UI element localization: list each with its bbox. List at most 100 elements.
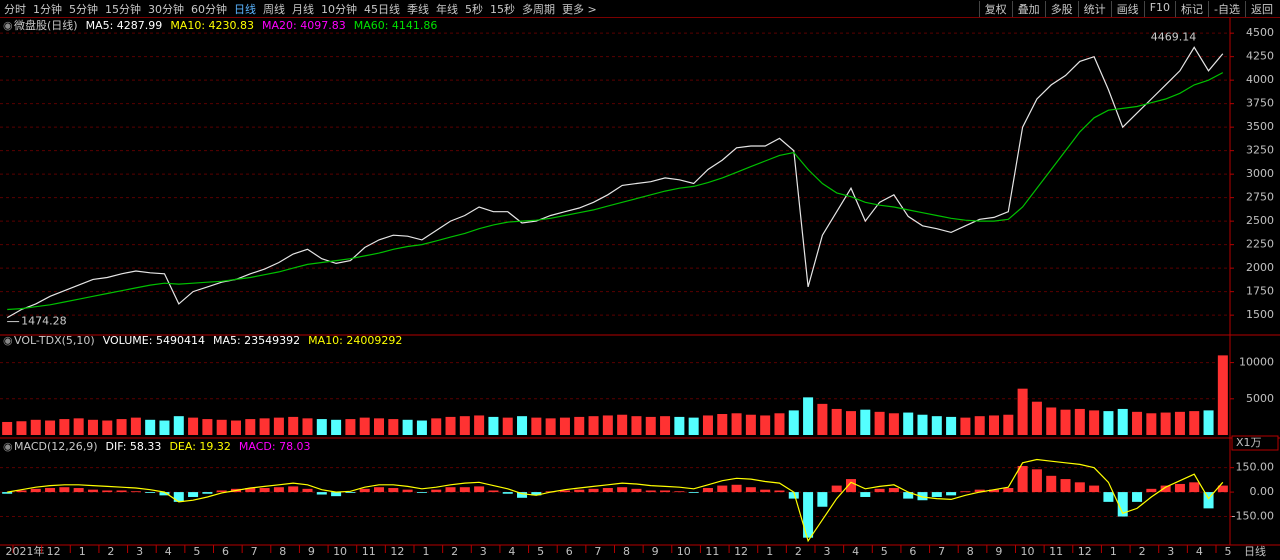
bar xyxy=(860,492,871,497)
bar xyxy=(59,419,70,435)
toolbar-button[interactable]: 45日线 xyxy=(364,3,400,16)
x-tick-label: 8 xyxy=(967,545,974,558)
unit-box xyxy=(1231,435,1279,451)
toolbar-button[interactable]: 1分钟 xyxy=(33,3,62,16)
bar xyxy=(803,397,814,435)
bar xyxy=(1117,492,1128,517)
bar xyxy=(30,488,41,493)
toolbar-button[interactable]: 年线 xyxy=(436,3,458,16)
bar xyxy=(145,492,156,493)
bar xyxy=(874,411,885,435)
toolbar-button[interactable]: 多股 xyxy=(1044,1,1078,17)
bar xyxy=(688,492,699,493)
y-tick-label: 3250 xyxy=(1246,144,1274,157)
x-tick-label: 2 xyxy=(1139,545,1146,558)
toolbar-button[interactable]: -自选 xyxy=(1208,1,1245,17)
bar xyxy=(1117,408,1128,435)
bar xyxy=(817,492,828,507)
tool-buttons: 复权 叠加 多股 统计 画线 F10 标记 -自选 返回 xyxy=(978,1,1278,17)
bar xyxy=(731,484,742,493)
bar xyxy=(788,410,799,435)
x-tick-label: 7 xyxy=(594,545,601,558)
bar xyxy=(488,490,499,493)
bar xyxy=(1074,482,1085,493)
bar xyxy=(559,417,570,435)
legend-item: MA5: 23549392 xyxy=(213,334,300,347)
bar xyxy=(302,488,313,493)
bar xyxy=(502,492,513,494)
toolbar-button[interactable]: 15秒 xyxy=(490,3,515,16)
toolbar-button[interactable]: 季线 xyxy=(407,3,429,16)
bar xyxy=(931,492,942,497)
bar xyxy=(1060,409,1071,435)
legend-item: MA5: 4287.99 xyxy=(86,19,163,32)
bar xyxy=(946,492,957,496)
bar xyxy=(173,416,184,435)
x-tick-label: 9 xyxy=(652,545,659,558)
bar xyxy=(1103,411,1114,435)
bar xyxy=(145,419,156,435)
x-tick-label: 1 xyxy=(766,545,773,558)
toolbar-button[interactable]: 30分钟 xyxy=(148,3,184,16)
x-tick-label: 4 xyxy=(1196,545,1203,558)
toolbar-button[interactable]: 叠加 xyxy=(1011,1,1045,17)
bar xyxy=(188,492,199,497)
y-tick-label: 3000 xyxy=(1246,167,1274,180)
toolbar-button[interactable]: 5秒 xyxy=(465,3,483,16)
toolbar-button[interactable]: 复权 xyxy=(978,1,1012,17)
bar xyxy=(1203,410,1214,435)
bar xyxy=(87,419,98,435)
toolbar-button[interactable]: 返回 xyxy=(1245,1,1278,17)
legend-item: DIF: 58.33 xyxy=(106,440,162,453)
series-line xyxy=(6,46,1224,319)
x-tick-label: 7 xyxy=(251,545,258,558)
bar xyxy=(531,417,542,435)
bar xyxy=(574,416,585,435)
panel-marker: ◉ xyxy=(3,440,13,453)
toolbar-button[interactable]: F10 xyxy=(1143,1,1175,17)
toolbar-button[interactable]: 画线 xyxy=(1110,1,1144,17)
bar xyxy=(645,490,656,493)
bar xyxy=(731,413,742,435)
bar xyxy=(917,414,928,435)
bar xyxy=(702,415,713,435)
bar xyxy=(345,492,356,493)
x-tick-label: 12 xyxy=(734,545,748,558)
toolbar-button[interactable]: 10分钟 xyxy=(321,3,357,16)
x-tick-label: 11 xyxy=(705,545,719,558)
toolbar-button[interactable]: 15分钟 xyxy=(105,3,141,16)
x-tick-label: 5 xyxy=(1225,545,1232,558)
toolbar-button[interactable]: 多周期 xyxy=(522,3,555,16)
bar xyxy=(188,417,199,435)
bar xyxy=(631,416,642,435)
toolbar-button[interactable]: 月线 xyxy=(292,3,314,16)
x-tick-label: 1 xyxy=(79,545,86,558)
bar xyxy=(831,408,842,435)
toolbar-button[interactable]: 统计 xyxy=(1077,1,1111,17)
bar xyxy=(888,488,899,493)
toolbar-button[interactable]: 更多 > xyxy=(562,3,597,16)
bar xyxy=(903,412,914,435)
bar xyxy=(73,418,84,435)
x-tick-label: 9 xyxy=(995,545,1002,558)
bar xyxy=(1146,413,1157,435)
y-tick-label: 4000 xyxy=(1246,73,1274,86)
x-tick-label: 8 xyxy=(279,545,286,558)
bar xyxy=(1132,492,1143,502)
bar xyxy=(16,421,27,435)
bar xyxy=(860,409,871,435)
toolbar-button[interactable]: 60分钟 xyxy=(191,3,227,16)
bar xyxy=(445,416,456,435)
x-tick-label: 3 xyxy=(480,545,487,558)
x-tick-label: 5 xyxy=(537,545,544,558)
toolbar-button[interactable]: 分时 xyxy=(4,3,26,16)
toolbar-button[interactable]: 5分钟 xyxy=(69,3,98,16)
toolbar-button[interactable]: 周线 xyxy=(263,3,285,16)
bar xyxy=(130,417,141,435)
toolbar-button[interactable]: 日线 xyxy=(234,3,256,16)
bar xyxy=(974,416,985,435)
y-tick-label: 4500 xyxy=(1246,26,1274,39)
toolbar-button[interactable]: 标记 xyxy=(1175,1,1208,17)
y-tick-label: 2250 xyxy=(1246,238,1274,251)
bar xyxy=(273,417,284,435)
